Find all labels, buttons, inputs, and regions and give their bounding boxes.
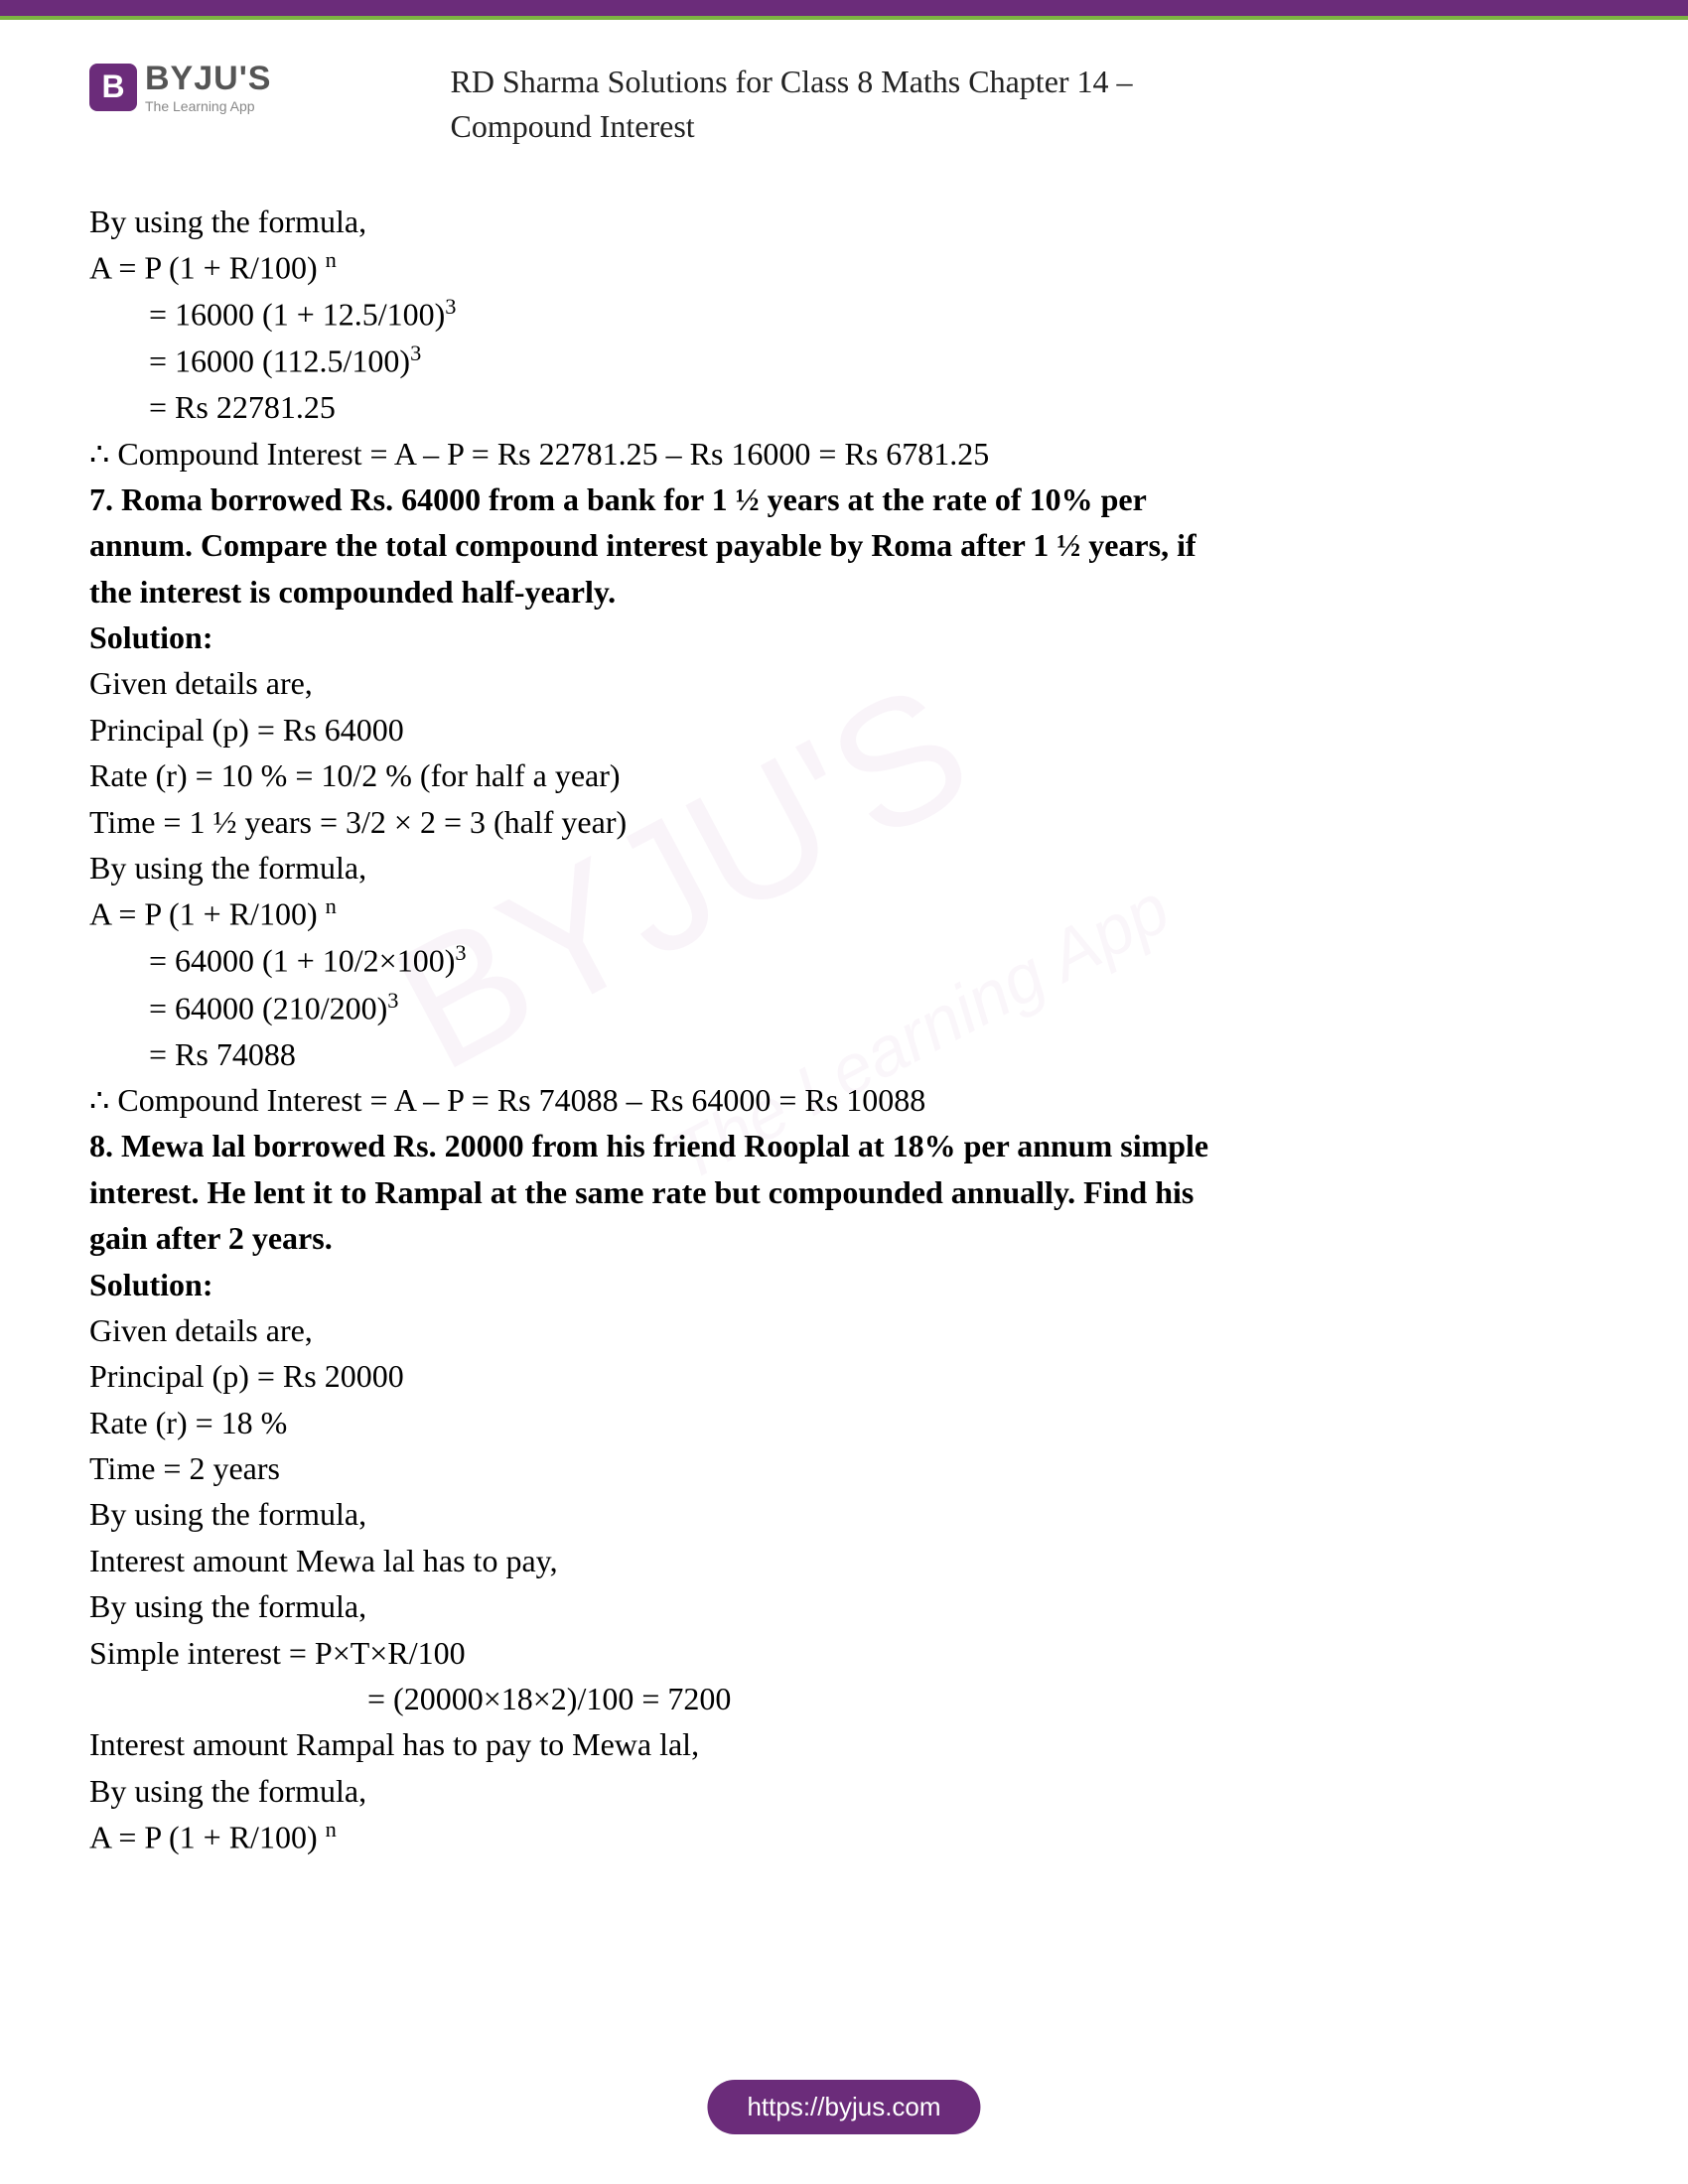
q7-line7: = 64000 (1 + 10/2×100)3 [89,937,1599,984]
q8-line2: Principal (p) = Rs 20000 [89,1353,1599,1399]
sol6-line5: = Rs 22781.25 [89,384,1599,430]
q7-line6: A = P (1 + R/100) n [89,890,1599,937]
q7-line1: Given details are, [89,660,1599,706]
q8-line7: By using the formula, [89,1583,1599,1629]
q7-title3: the interest is compounded half-yearly. [89,569,1599,614]
q8-line11: By using the formula, [89,1768,1599,1814]
title-line2: Compound Interest [450,108,694,144]
q7-line8: = 64000 (210/200)3 [89,985,1599,1031]
logo-tagline: The Learning App [145,98,271,114]
sol6-line6: ∴ Compound Interest = A – P = Rs 22781.2… [89,431,1599,477]
logo: B BYJU'S The Learning App [89,60,271,114]
logo-text: BYJU'S The Learning App [145,60,271,114]
q7-solution-label: Solution: [89,614,1599,660]
q8-line9: = (20000×18×2)/100 = 7200 [89,1676,1599,1721]
logo-icon: B [89,64,137,111]
q8-title3: gain after 2 years. [89,1215,1599,1261]
q8-line1: Given details are, [89,1307,1599,1353]
q8-line4: Time = 2 years [89,1445,1599,1491]
q8-line3: Rate (r) = 18 % [89,1400,1599,1445]
q8-line8: Simple interest = P×T×R/100 [89,1630,1599,1676]
q7-line2: Principal (p) = Rs 64000 [89,707,1599,752]
header: B BYJU'S The Learning App RD Sharma Solu… [0,20,1688,169]
title-line1: RD Sharma Solutions for Class 8 Maths Ch… [450,64,1132,99]
q8-title2: interest. He lent it to Rampal at the sa… [89,1169,1599,1215]
top-bar [0,0,1688,20]
footer-url[interactable]: https://byjus.com [707,2080,980,2134]
q8-title1: 8. Mewa lal borrowed Rs. 20000 from his … [89,1123,1599,1168]
q7-title2: annum. Compare the total compound intere… [89,522,1599,568]
q7-line5: By using the formula, [89,845,1599,890]
sol6-line1: By using the formula, [89,199,1599,244]
q7-title1: 7. Roma borrowed Rs. 64000 from a bank f… [89,477,1599,522]
q7-line10: ∴ Compound Interest = A – P = Rs 74088 –… [89,1077,1599,1123]
content-body: By using the formula, A = P (1 + R/100) … [0,169,1688,1861]
logo-brand: BYJU'S [145,60,271,98]
q8-line5: By using the formula, [89,1491,1599,1537]
q8-solution-label: Solution: [89,1262,1599,1307]
q8-line12: A = P (1 + R/100) n [89,1814,1599,1860]
sol6-line4: = 16000 (112.5/100)3 [89,338,1599,384]
q7-line4: Time = 1 ½ years = 3/2 × 2 = 3 (half yea… [89,799,1599,845]
q8-line10: Interest amount Rampal has to pay to Mew… [89,1721,1599,1767]
page-title: RD Sharma Solutions for Class 8 Maths Ch… [450,60,1132,149]
q7-line9: = Rs 74088 [89,1031,1599,1077]
sol6-line3: = 16000 (1 + 12.5/100)3 [89,291,1599,338]
q7-line3: Rate (r) = 10 % = 10/2 % (for half a yea… [89,752,1599,798]
sol6-line2: A = P (1 + R/100) n [89,244,1599,291]
q8-line6: Interest amount Mewa lal has to pay, [89,1538,1599,1583]
